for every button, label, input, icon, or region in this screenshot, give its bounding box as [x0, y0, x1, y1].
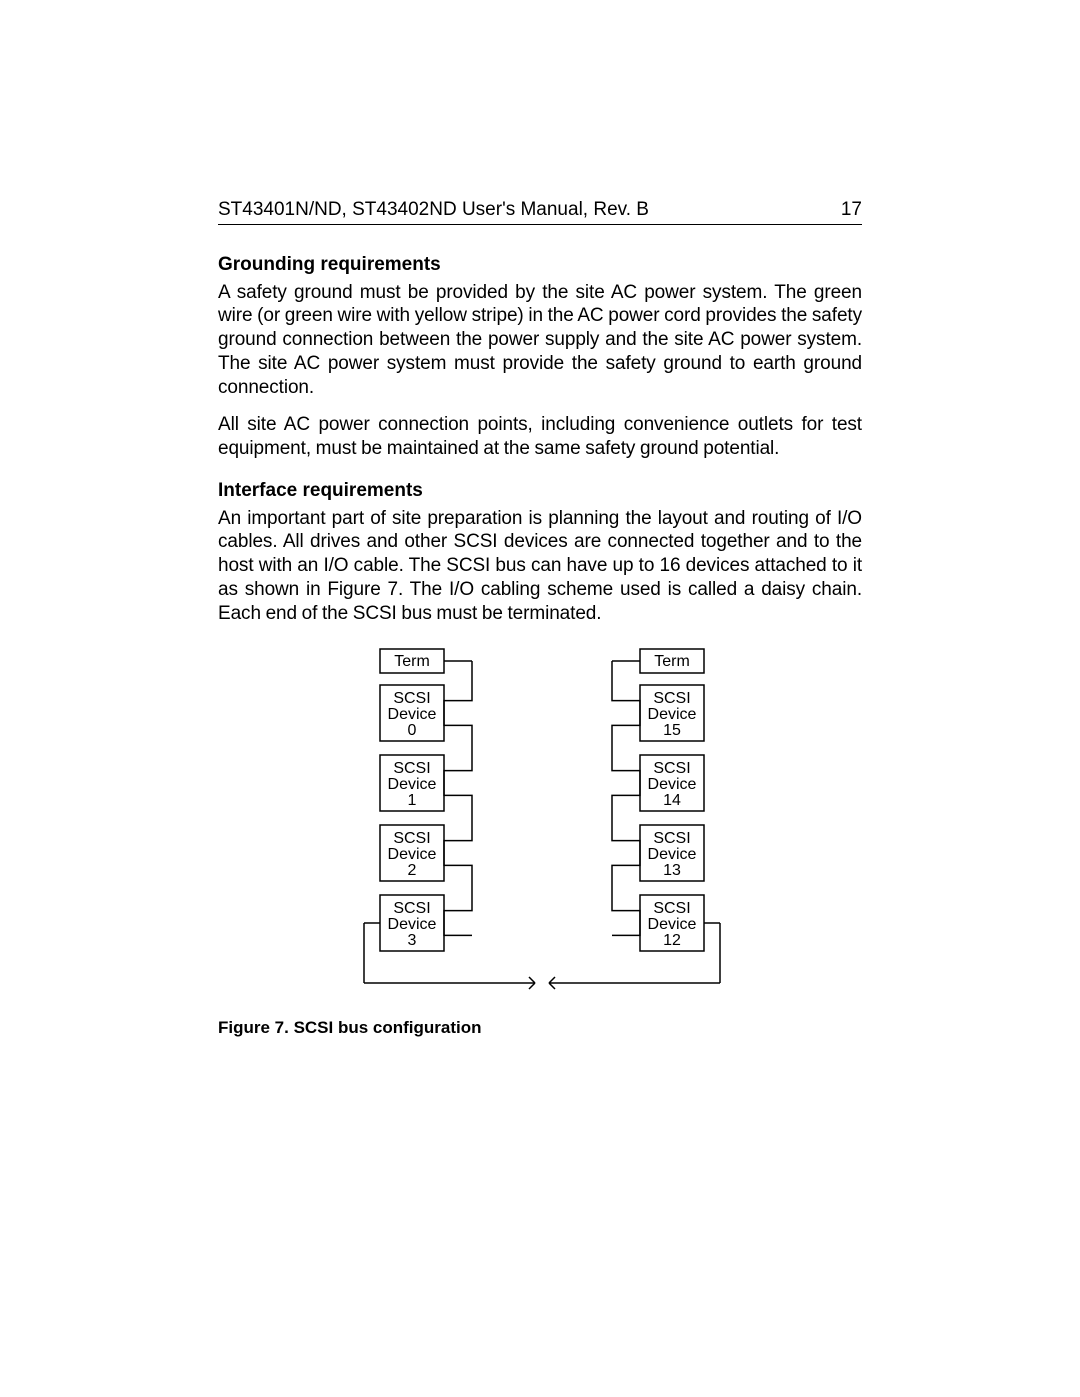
- svg-text:Device: Device: [388, 846, 437, 863]
- svg-text:Device: Device: [388, 916, 437, 933]
- svg-text:Device: Device: [648, 776, 697, 793]
- svg-text:SCSI: SCSI: [653, 690, 690, 707]
- svg-text:Device: Device: [648, 846, 697, 863]
- svg-text:14: 14: [663, 792, 681, 809]
- grounding-para-2: All site AC power connection points, inc…: [218, 413, 862, 461]
- svg-text:SCSI: SCSI: [653, 900, 690, 917]
- svg-text:SCSI: SCSI: [393, 690, 430, 707]
- svg-text:3: 3: [408, 932, 417, 949]
- grounding-para-1: A safety ground must be provided by the …: [218, 281, 862, 400]
- grounding-heading: Grounding requirements: [218, 253, 862, 277]
- doc-title: ST43401N/ND, ST43402ND User's Manual, Re…: [218, 198, 649, 222]
- figure-7-wrap: TermSCSIDevice0SCSIDevice1SCSIDevice2SCS…: [218, 643, 862, 1038]
- svg-text:13: 13: [663, 862, 681, 879]
- svg-text:Term: Term: [654, 653, 690, 670]
- svg-text:Device: Device: [648, 916, 697, 933]
- manual-page: ST43401N/ND, ST43402ND User's Manual, Re…: [0, 0, 1080, 1397]
- scsi-bus-diagram: TermSCSIDevice0SCSIDevice1SCSIDevice2SCS…: [280, 643, 800, 1003]
- svg-text:SCSI: SCSI: [393, 760, 430, 777]
- svg-text:2: 2: [408, 862, 417, 879]
- svg-text:SCSI: SCSI: [393, 900, 430, 917]
- page-header: ST43401N/ND, ST43402ND User's Manual, Re…: [218, 198, 862, 225]
- svg-text:Device: Device: [648, 706, 697, 723]
- svg-text:0: 0: [408, 722, 417, 739]
- svg-text:Term: Term: [394, 653, 430, 670]
- svg-text:SCSI: SCSI: [393, 830, 430, 847]
- svg-text:15: 15: [663, 722, 681, 739]
- interface-para-1: An important part of site preparation is…: [218, 507, 862, 626]
- interface-heading: Interface requirements: [218, 479, 862, 503]
- svg-text:SCSI: SCSI: [653, 760, 690, 777]
- svg-text:1: 1: [408, 792, 417, 809]
- page-number: 17: [841, 198, 862, 222]
- svg-text:12: 12: [663, 932, 681, 949]
- svg-text:Device: Device: [388, 706, 437, 723]
- svg-text:SCSI: SCSI: [653, 830, 690, 847]
- figure-7-caption: Figure 7. SCSI bus configuration: [218, 1017, 862, 1038]
- svg-text:Device: Device: [388, 776, 437, 793]
